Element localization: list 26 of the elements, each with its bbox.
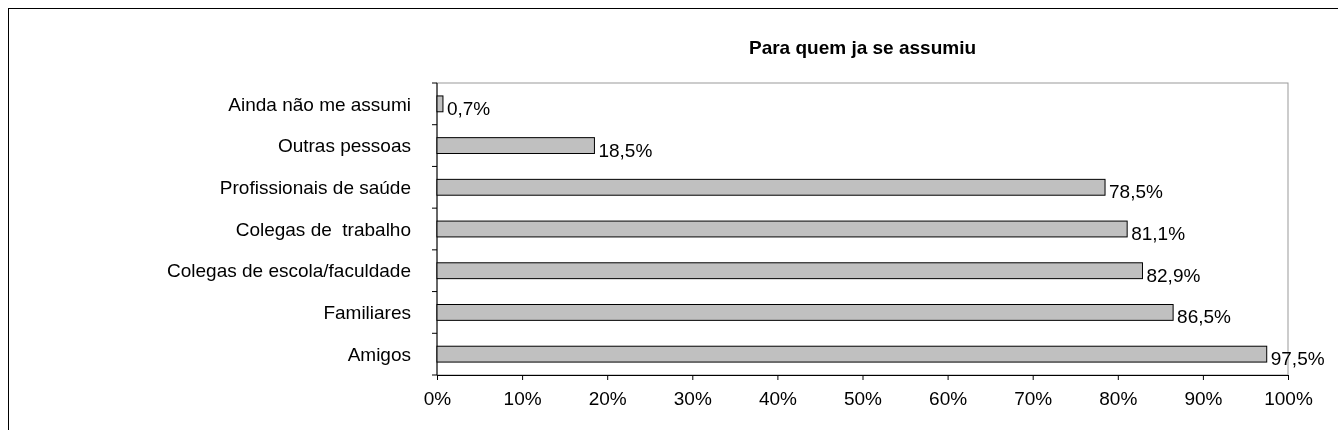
y-tick-label: Amigos [347, 343, 411, 365]
x-tick-label: 50% [843, 388, 883, 410]
x-tick-label: 80% [1099, 388, 1138, 410]
x-tick-label: 10% [503, 388, 542, 410]
chart-title: Para quem ja se assumiu [748, 37, 977, 58]
data-label: 81,1% [1131, 223, 1186, 244]
data-label: 78,5% [1109, 181, 1164, 203]
x-tick-label: 100% [1264, 388, 1313, 410]
x-tick-label: 70% [1014, 388, 1053, 410]
data-label: 0,7% [446, 97, 491, 119]
x-tick-label: 0% [423, 388, 452, 410]
y-tick-label: Colegas de trabalho [235, 218, 411, 240]
y-tick-label: Profissionais de saúde [219, 176, 411, 198]
data-label: 97,5% [1270, 348, 1325, 370]
x-tick-label: 30% [673, 388, 712, 410]
y-tick-label: Ainda não me assumi [228, 93, 411, 115]
x-tick-label: 90% [1184, 388, 1223, 410]
data-label: 86,5% [1177, 306, 1232, 328]
data-label: 82,9% [1146, 264, 1201, 286]
x-tick-label: 60% [929, 388, 968, 410]
data-label: 18,5% [598, 139, 653, 161]
y-tick-label: Colegas de escola/faculdade [166, 260, 411, 282]
y-tick-label: Outras pessoas [277, 135, 411, 157]
x-tick-label: 20% [588, 388, 627, 410]
y-tick-label: Familiares [323, 302, 411, 324]
x-tick-label: 40% [758, 388, 798, 410]
